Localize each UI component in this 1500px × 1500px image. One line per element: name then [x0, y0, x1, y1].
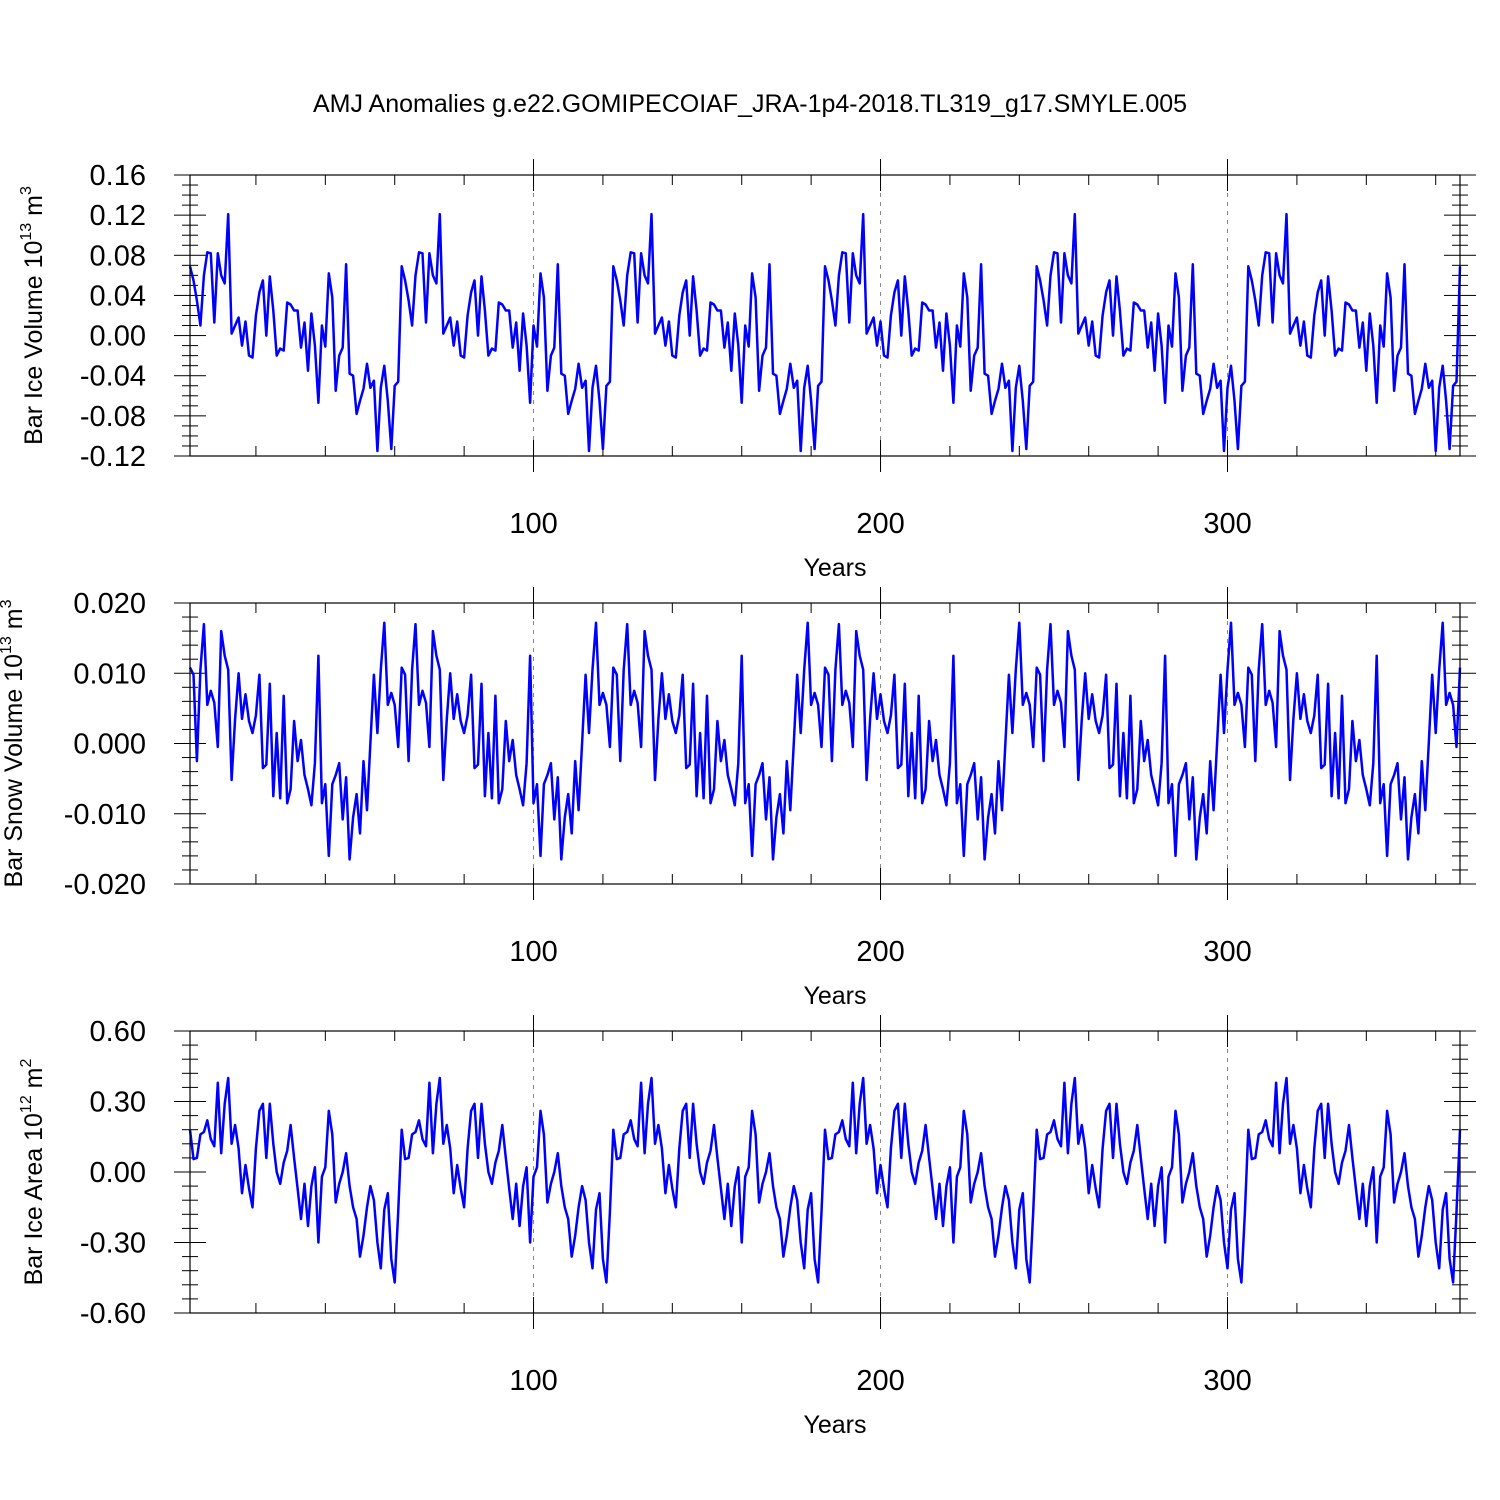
ice-volume-series-line — [188, 212, 1462, 453]
ice-volume-ytick-label: 0.16 — [90, 160, 146, 192]
ice-volume-xtick-label: 300 — [1203, 508, 1251, 540]
ice-volume-ytick-label: -0.04 — [80, 361, 146, 393]
ice-area-ylabel-text: Bar Ice Area 10 — [20, 1113, 48, 1285]
ice-area-ytick-label: -0.60 — [80, 1298, 146, 1330]
ice-area-xtick-label: 300 — [1203, 1365, 1251, 1397]
ice-area-ylabel-exp: 12 — [18, 1095, 35, 1113]
ice-volume-ytick-label: 0.08 — [90, 240, 146, 272]
ice-volume-ytick-label: 0.00 — [90, 321, 146, 353]
snow-volume-ylabel-unit: m — [0, 608, 28, 636]
ice-area-series-line — [188, 1076, 1462, 1284]
ice-volume-panel: -0.12 -0.08 -0.04 0.00 0.04 0.08 0.12 0.16 100 20… — [18, 159, 1476, 582]
ice-area-xtick-label: 200 — [856, 1365, 904, 1397]
snow-volume-panel: -0.020 -0.010 0.000 0.010 0.020 100 200 300 Year… — [0, 587, 1476, 1010]
ice-area-ylabel-unit-exp: 2 — [18, 1059, 35, 1068]
snow-volume-ytick-label: -0.020 — [64, 869, 146, 901]
ice-volume-plot-frame — [189, 174, 1461, 457]
ice-volume-xtick-label: 100 — [509, 508, 557, 540]
snow-volume-xtick-label: 300 — [1203, 936, 1251, 968]
ice-volume-ytick-label: 0.04 — [90, 280, 146, 312]
ice-volume-ytick-label: -0.12 — [80, 441, 146, 473]
ice-volume-ylabel-text: Bar Ice Volume 10 — [20, 241, 48, 445]
snow-volume-plot-frame — [189, 602, 1461, 885]
ice-volume-ytick-label: 0.12 — [90, 200, 146, 232]
ice-area-ytick-label: 0.00 — [90, 1157, 146, 1189]
ice-volume-xlabel: Years — [803, 554, 866, 582]
snow-volume-ylabel-unit-exp: 3 — [0, 599, 15, 608]
chart-title: AMJ Anomalies g.e22.GOMIPECOIAF_JRA-1p4-… — [313, 90, 1187, 118]
snow-volume-xlabel: Years — [803, 982, 866, 1010]
ice-area-xtick-label: 100 — [509, 1365, 557, 1397]
ice-volume-xtick-label: 200 — [856, 508, 904, 540]
snow-volume-ylabel-exp: 13 — [0, 636, 15, 654]
snow-volume-ylabel-text: Bar Snow Volume 10 — [0, 654, 28, 887]
snow-volume-ytick-label: 0.000 — [73, 729, 146, 761]
snow-volume-ytick-label: 0.010 — [73, 658, 146, 690]
ice-area-ytick-label: 0.30 — [90, 1087, 146, 1119]
ice-volume-ylabel-unit: m — [20, 195, 48, 223]
snow-volume-ytick-label: 0.020 — [73, 588, 146, 620]
ice-area-plot-frame — [189, 1030, 1461, 1314]
ice-area-ylabel: Bar Ice Area 1012 m2 — [18, 1059, 48, 1286]
snow-volume-xtick-label: 100 — [509, 936, 557, 968]
ice-volume-ylabel-exp: 13 — [18, 223, 35, 241]
ice-area-xlabel: Years — [803, 1411, 866, 1439]
ice-volume-ytick-label: -0.08 — [80, 401, 146, 433]
ice-volume-ylabel: Bar Ice Volume 1013 m3 — [18, 186, 48, 445]
snow-volume-ylabel: Bar Snow Volume 1013 m3 — [0, 599, 28, 887]
snow-volume-xtick-label: 200 — [856, 936, 904, 968]
ice-volume-ylabel-unit-exp: 3 — [18, 186, 35, 195]
ice-area-ytick-label: 0.60 — [90, 1016, 146, 1048]
ice-area-ytick-label: -0.30 — [80, 1228, 146, 1260]
snow-volume-series-line — [188, 621, 1462, 861]
ice-area-ylabel-unit: m — [20, 1068, 48, 1096]
snow-volume-ytick-label: -0.010 — [64, 799, 146, 831]
ice-area-panel: -0.60 -0.30 0.00 0.30 0.60 100 200 300 Years Bar … — [18, 1015, 1476, 1439]
